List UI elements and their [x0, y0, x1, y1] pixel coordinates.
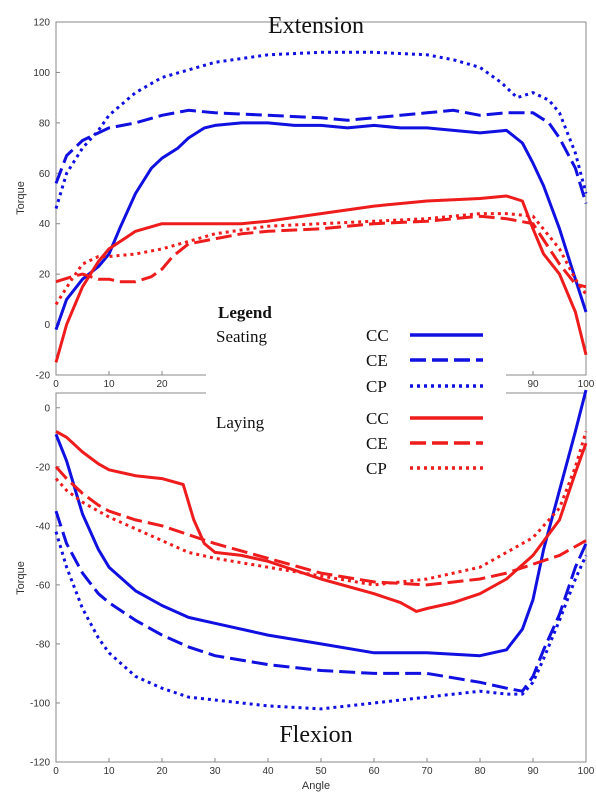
- legend-background: [206, 300, 506, 490]
- extension-line-seating-ce: [54, 108, 588, 204]
- y-tick-label: -60: [36, 580, 51, 591]
- flexion-line-laying-cc: [55, 430, 588, 613]
- extension-line-laying-cp: [54, 212, 588, 306]
- x-tick-label: 60: [368, 766, 380, 777]
- x-tick-label: 30: [209, 766, 221, 777]
- y-tick-label: -20: [36, 462, 51, 473]
- extension-line-laying-ce: [55, 214, 587, 289]
- y-tick-label: 40: [39, 219, 51, 230]
- flexion-y-axis-label: Torque: [15, 561, 27, 595]
- legend-item-label: CC: [366, 326, 389, 345]
- y-tick-label: -40: [36, 521, 51, 532]
- y-tick-label: 60: [39, 169, 51, 180]
- legend-item-label: CE: [366, 434, 388, 453]
- x-tick-label: 50: [315, 766, 327, 777]
- y-tick-label: 20: [39, 270, 51, 281]
- legend: Legend Seating Laying CC CE CP CC CE CP: [206, 300, 506, 490]
- legend-item-label: CP: [366, 377, 387, 396]
- flexion-line-seating-cc: [54, 389, 588, 658]
- flexion-title: Flexion: [279, 722, 352, 748]
- y-tick-label: 0: [44, 403, 50, 414]
- flexion-series: [54, 389, 588, 711]
- legend-group-label-laying: Laying: [216, 413, 265, 432]
- flexion-line-seating-ce: [54, 510, 588, 693]
- x-tick-label: 90: [527, 766, 539, 777]
- legend-item-label: CC: [366, 409, 389, 428]
- x-tick-label: 40: [262, 766, 274, 777]
- extension-title: Extension: [268, 13, 364, 39]
- x-tick-label: 100: [578, 379, 595, 390]
- extension-series: [54, 50, 588, 363]
- y-tick-label: 80: [39, 118, 51, 129]
- extension-line-seating-cp: [54, 50, 588, 210]
- flexion-line-seating-cp: [54, 531, 588, 711]
- x-tick-label: 0: [53, 766, 59, 777]
- x-tick-label: 70: [421, 766, 433, 777]
- legend-item-label: CP: [366, 459, 387, 478]
- x-tick-label: 10: [103, 766, 115, 777]
- legend-title: Legend: [218, 303, 272, 322]
- extension-line-seating-cc: [54, 121, 588, 331]
- y-tick-label: 120: [33, 18, 50, 29]
- extension-y-axis-label: Torque: [15, 181, 27, 215]
- y-tick-label: -20: [36, 371, 51, 382]
- x-axis-label: Angle: [302, 780, 330, 792]
- y-tick-label: 100: [33, 68, 50, 79]
- legend-item-label: CE: [366, 351, 388, 370]
- flexion-line-laying-cp: [54, 430, 588, 587]
- y-tick-label: 0: [44, 320, 50, 331]
- y-tick-label: -80: [36, 639, 51, 650]
- flexion-axis-ticks: 0 10 20 30 40 50 60 70 80 90 100 -120 -100 -80 -60 -40 -…: [30, 403, 595, 777]
- flexion-line-laying-ce: [54, 465, 587, 587]
- x-tick-label: 10: [103, 379, 115, 390]
- x-tick-label: 100: [578, 766, 595, 777]
- x-tick-label: 90: [527, 379, 539, 390]
- x-tick-label: 80: [474, 766, 486, 777]
- legend-group-label-seating: Seating: [216, 327, 267, 346]
- y-tick-label: -120: [30, 758, 50, 769]
- y-tick-label: -100: [30, 698, 50, 709]
- x-tick-label: 0: [53, 379, 59, 390]
- x-tick-label: 20: [156, 379, 168, 390]
- x-tick-label: 20: [156, 766, 168, 777]
